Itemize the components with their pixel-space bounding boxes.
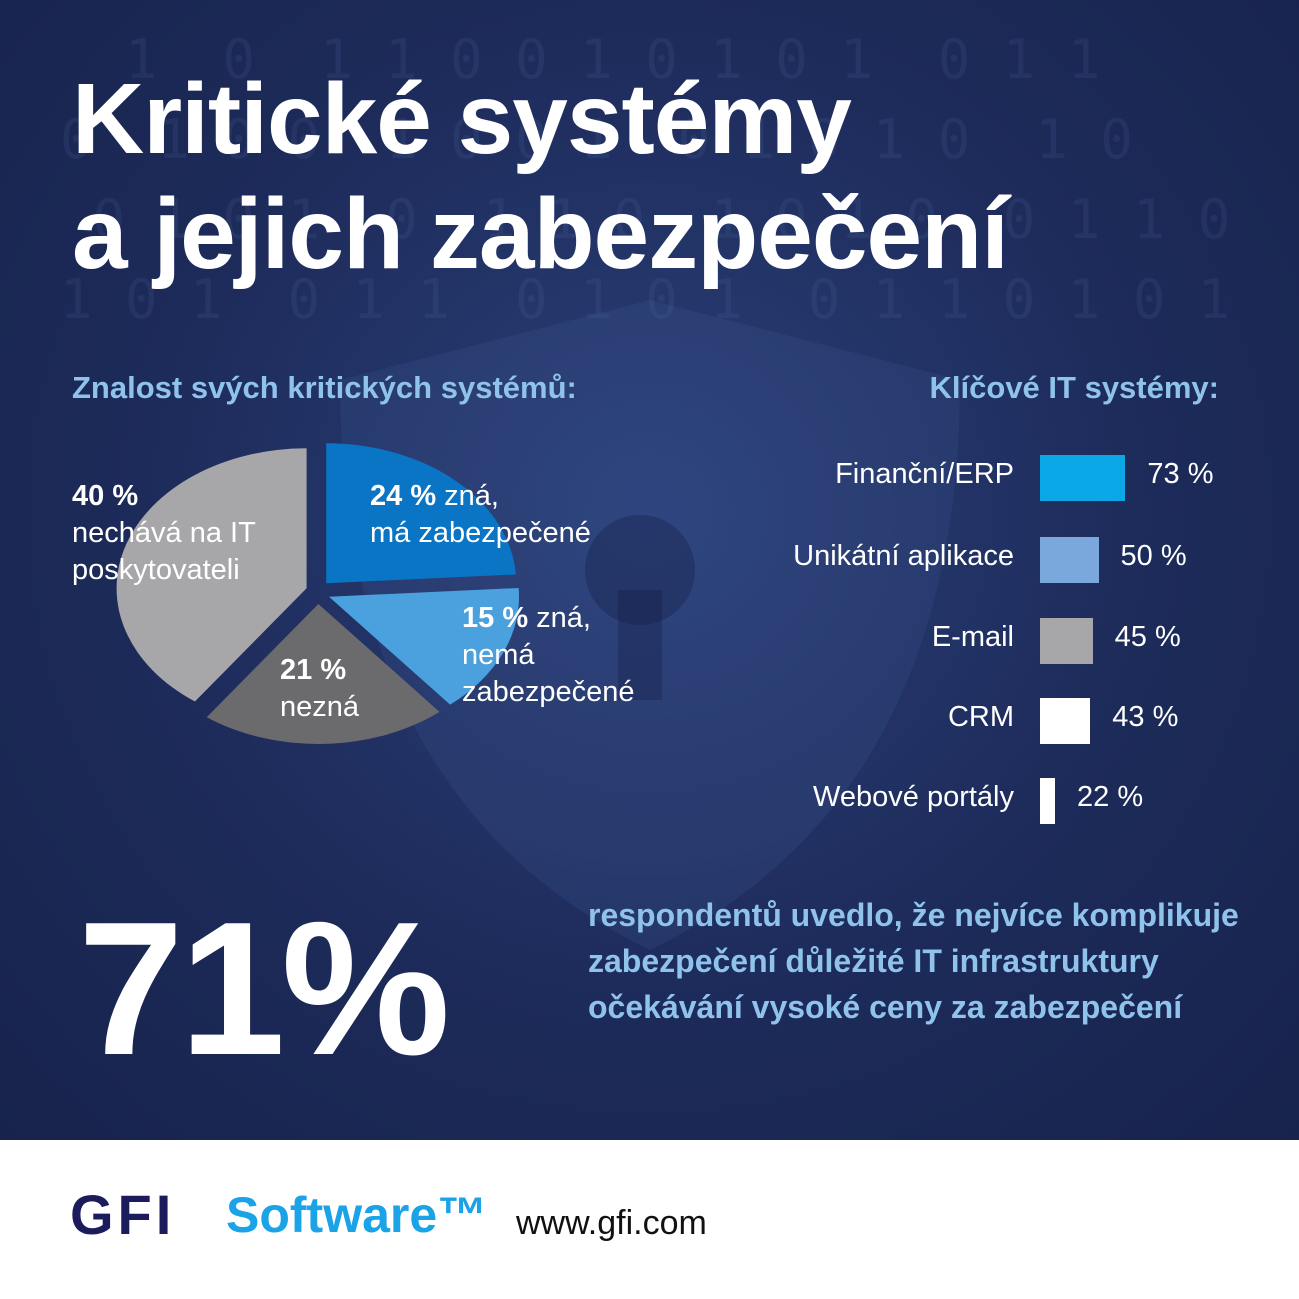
gfi-logo: GFI [70, 1183, 176, 1246]
binary-background: 1 0 1 1 0 0 1 0 1 0 1 0 1 1 0 1 0 0 1 0 … [60, 28, 1231, 331]
bar-label: Unikátní aplikace [793, 540, 1014, 572]
pie-label-40: 40 % nechává na IT poskytovateli [72, 478, 256, 589]
pie-text: nechává na IT [72, 517, 256, 549]
infographic-panel: 1 0 1 1 0 0 1 0 1 0 1 0 1 1 0 1 0 0 1 0 … [0, 0, 1299, 1140]
pie-text: nemá [462, 639, 535, 671]
bar-label: Webové portály [813, 781, 1014, 813]
pie-slice [206, 603, 440, 744]
bar-value: 45 % [1114, 621, 1181, 653]
software-logo-text: Software™ [226, 1187, 488, 1243]
title-line-2: a jejich zabezpečení [72, 178, 1009, 290]
bar [1040, 455, 1126, 501]
title-line-1: Kritické systémy [72, 63, 852, 175]
pie-slice [326, 443, 516, 584]
pie-pct: 15 % [462, 602, 529, 634]
pie-pct: 40 % [72, 480, 139, 512]
pie-slice [116, 448, 307, 702]
pie-slice [329, 587, 520, 705]
pie-pct: 21 % [280, 654, 347, 686]
bar-label: Finanční/ERP [835, 458, 1014, 490]
pie-text: má zabezpečené [370, 517, 591, 549]
page-title: Kritické systémy a jejich zabezpečení [72, 62, 1009, 292]
pie-pct: 24 % [370, 480, 437, 512]
bar-title: Klíčové IT systémy: [929, 370, 1219, 405]
pie-text: poskytovateli [72, 554, 240, 586]
website-link[interactable]: www.gfi.com [516, 1204, 707, 1242]
pie-title: Znalost svých kritických systémů: [72, 370, 577, 405]
bar [1040, 618, 1093, 664]
bar-value: 73 % [1147, 458, 1214, 490]
pie-label-24: 24 % zná, má zabezpečené [370, 478, 591, 552]
pie-text: zabezpečené [462, 676, 635, 708]
shield-lock-background [340, 300, 960, 950]
bar [1040, 698, 1091, 744]
bar-value: 43 % [1112, 701, 1179, 733]
footer: GFI Software™ www.gfi.com [0, 1140, 1299, 1299]
pie-text: zná, [444, 480, 499, 512]
bar [1040, 537, 1099, 583]
pie-label-21: 21 % nezná [280, 652, 359, 726]
pie-chart [116, 443, 520, 744]
pie-text: zná, [536, 602, 591, 634]
bar [1040, 778, 1055, 824]
bar-label: CRM [947, 701, 1014, 733]
bar-label: E-mail [931, 621, 1014, 653]
stat-text: respondentů uvedlo, že nejvíce komplikuj… [588, 897, 1239, 1025]
bar-value: 22 % [1077, 781, 1144, 813]
bar-value: 50 % [1120, 540, 1187, 572]
pie-label-15: 15 % zná, nemá zabezpečené [462, 600, 635, 711]
stat-value: 71% [78, 883, 450, 1095]
pie-text: nezná [280, 691, 360, 723]
